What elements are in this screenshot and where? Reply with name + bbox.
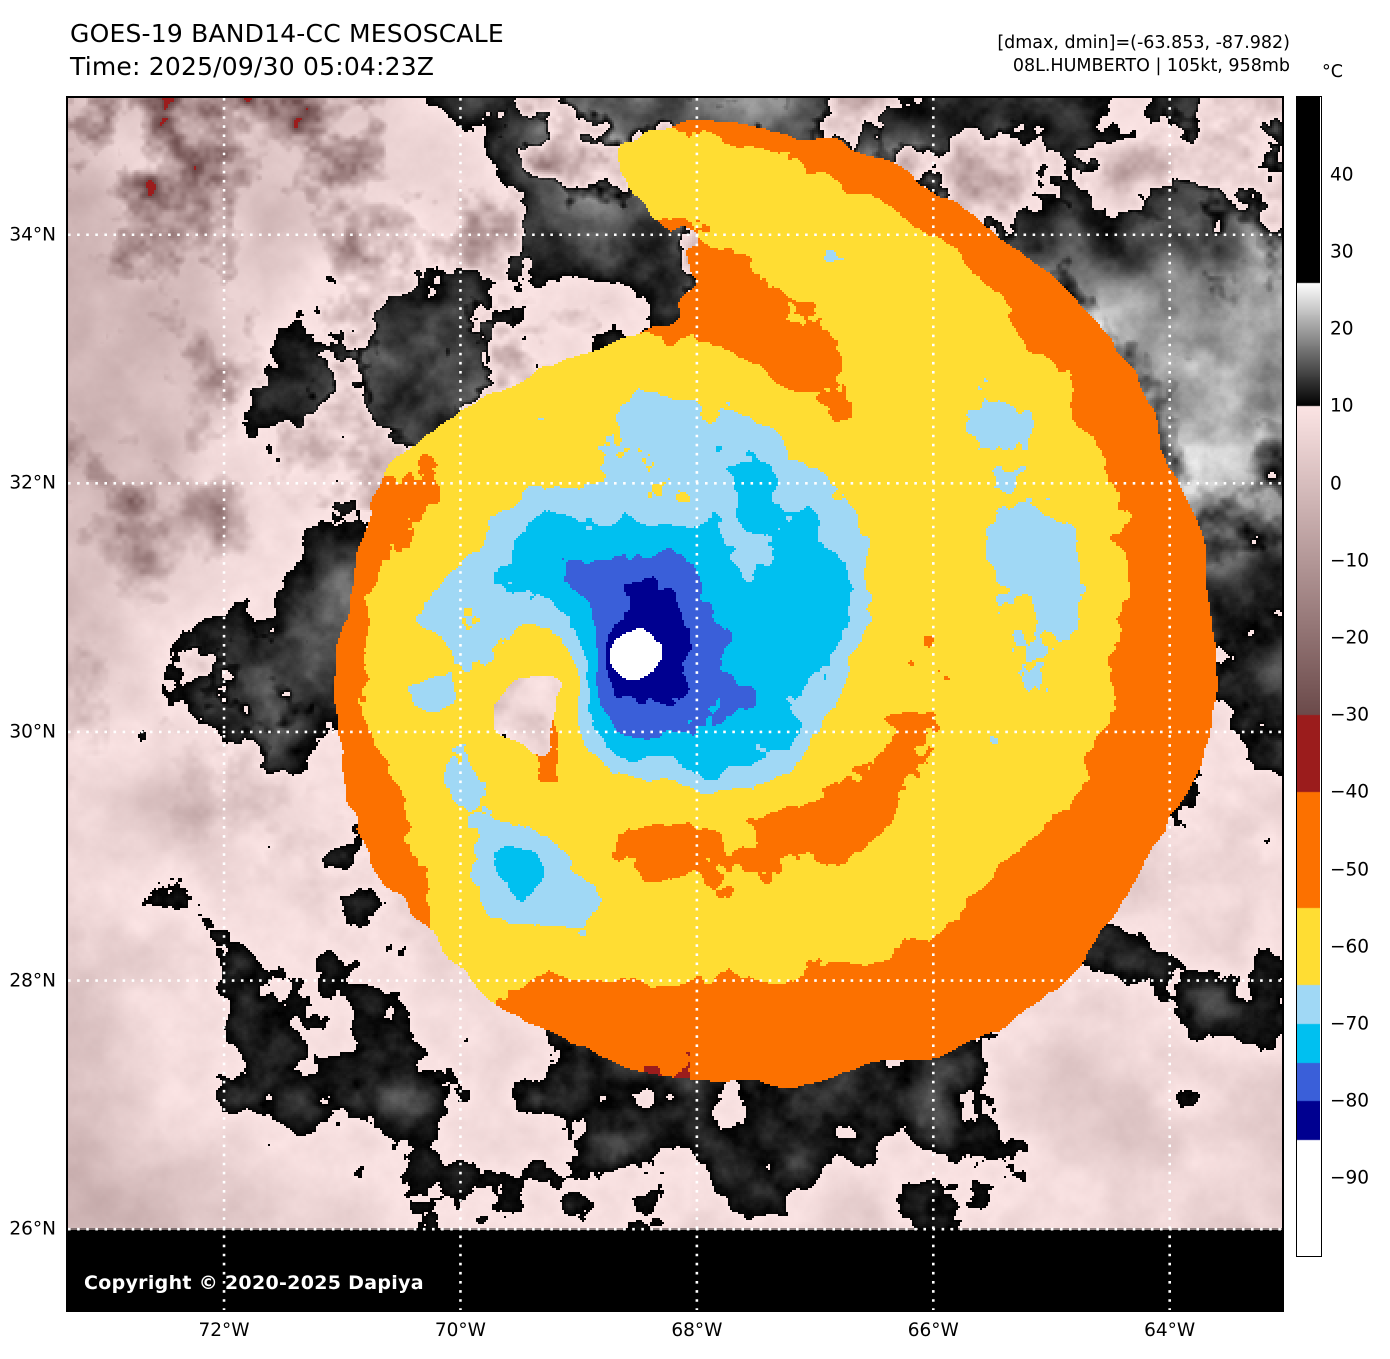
colorbar-tick--20: −20 (1330, 627, 1370, 649)
lat-tick-label-30: 30°N (9, 721, 56, 743)
colorbar-tick--50: −50 (1330, 859, 1370, 880)
colorbar-tick--90: −90 (1330, 1167, 1370, 1189)
lat-tick-label-26: 26°N (9, 1218, 56, 1240)
satellite-product-title: GOES-19 BAND14-CC MESOSCALE (70, 19, 504, 48)
metadata-block: [dmax, dmin]=(-63.853, -87.982) 08L.HUMB… (997, 32, 1290, 78)
colorbar-tick--60: −60 (1330, 936, 1370, 958)
dmax-dmin-label: [dmax, dmin]=(-63.853, -87.982) (997, 33, 1290, 53)
colorbar-unit-label: °C (1322, 62, 1343, 82)
storm-info-label: 08L.HUMBERTO | 105kt, 958mb (1012, 56, 1290, 77)
colorbar-tick-0: 0 (1330, 473, 1342, 494)
temperature-colorbar[interactable] (1296, 96, 1322, 1257)
observation-time-label: Time: 2025/09/30 05:04:23Z (70, 51, 435, 81)
lat-tick-label-34: 34°N (9, 224, 56, 246)
lon-tick-label-66: 66°W (907, 1320, 959, 1341)
colorbar-tick--70: −70 (1330, 1013, 1370, 1035)
colorbar-tick-20: 20 (1330, 318, 1354, 340)
lon-tick-label-70: 70°W (434, 1320, 486, 1341)
page-title: GOES-19 BAND14-CC MESOSCALE Time: 2025/0… (70, 18, 504, 83)
lat-tick-label-32: 32°N (9, 472, 56, 494)
infrared-satellite-imagery (68, 98, 1282, 1310)
lat-tick-label-28: 28°N (9, 970, 56, 992)
copyright-notice: Copyright © 2020-2025 Dapiya (84, 1272, 424, 1294)
lon-tick-label-68: 68°W (671, 1320, 723, 1341)
colorbar-tick-10: 10 (1330, 395, 1354, 417)
colorbar-tick-30: 30 (1330, 241, 1354, 263)
colorbar-tick--10: −10 (1330, 550, 1370, 572)
lon-tick-label-72: 72°W (198, 1320, 250, 1341)
colorbar-tick--80: −80 (1330, 1090, 1370, 1112)
colorbar-tick-40: 40 (1330, 164, 1354, 186)
satellite-image-plot[interactable]: Copyright © 2020-2025 Dapiya (66, 96, 1284, 1312)
lon-tick-label-64: 64°W (1144, 1320, 1196, 1341)
colorbar-gradient (1297, 97, 1320, 1255)
colorbar-tick--30: −30 (1330, 704, 1370, 726)
colorbar-tick--40: −40 (1330, 781, 1370, 803)
